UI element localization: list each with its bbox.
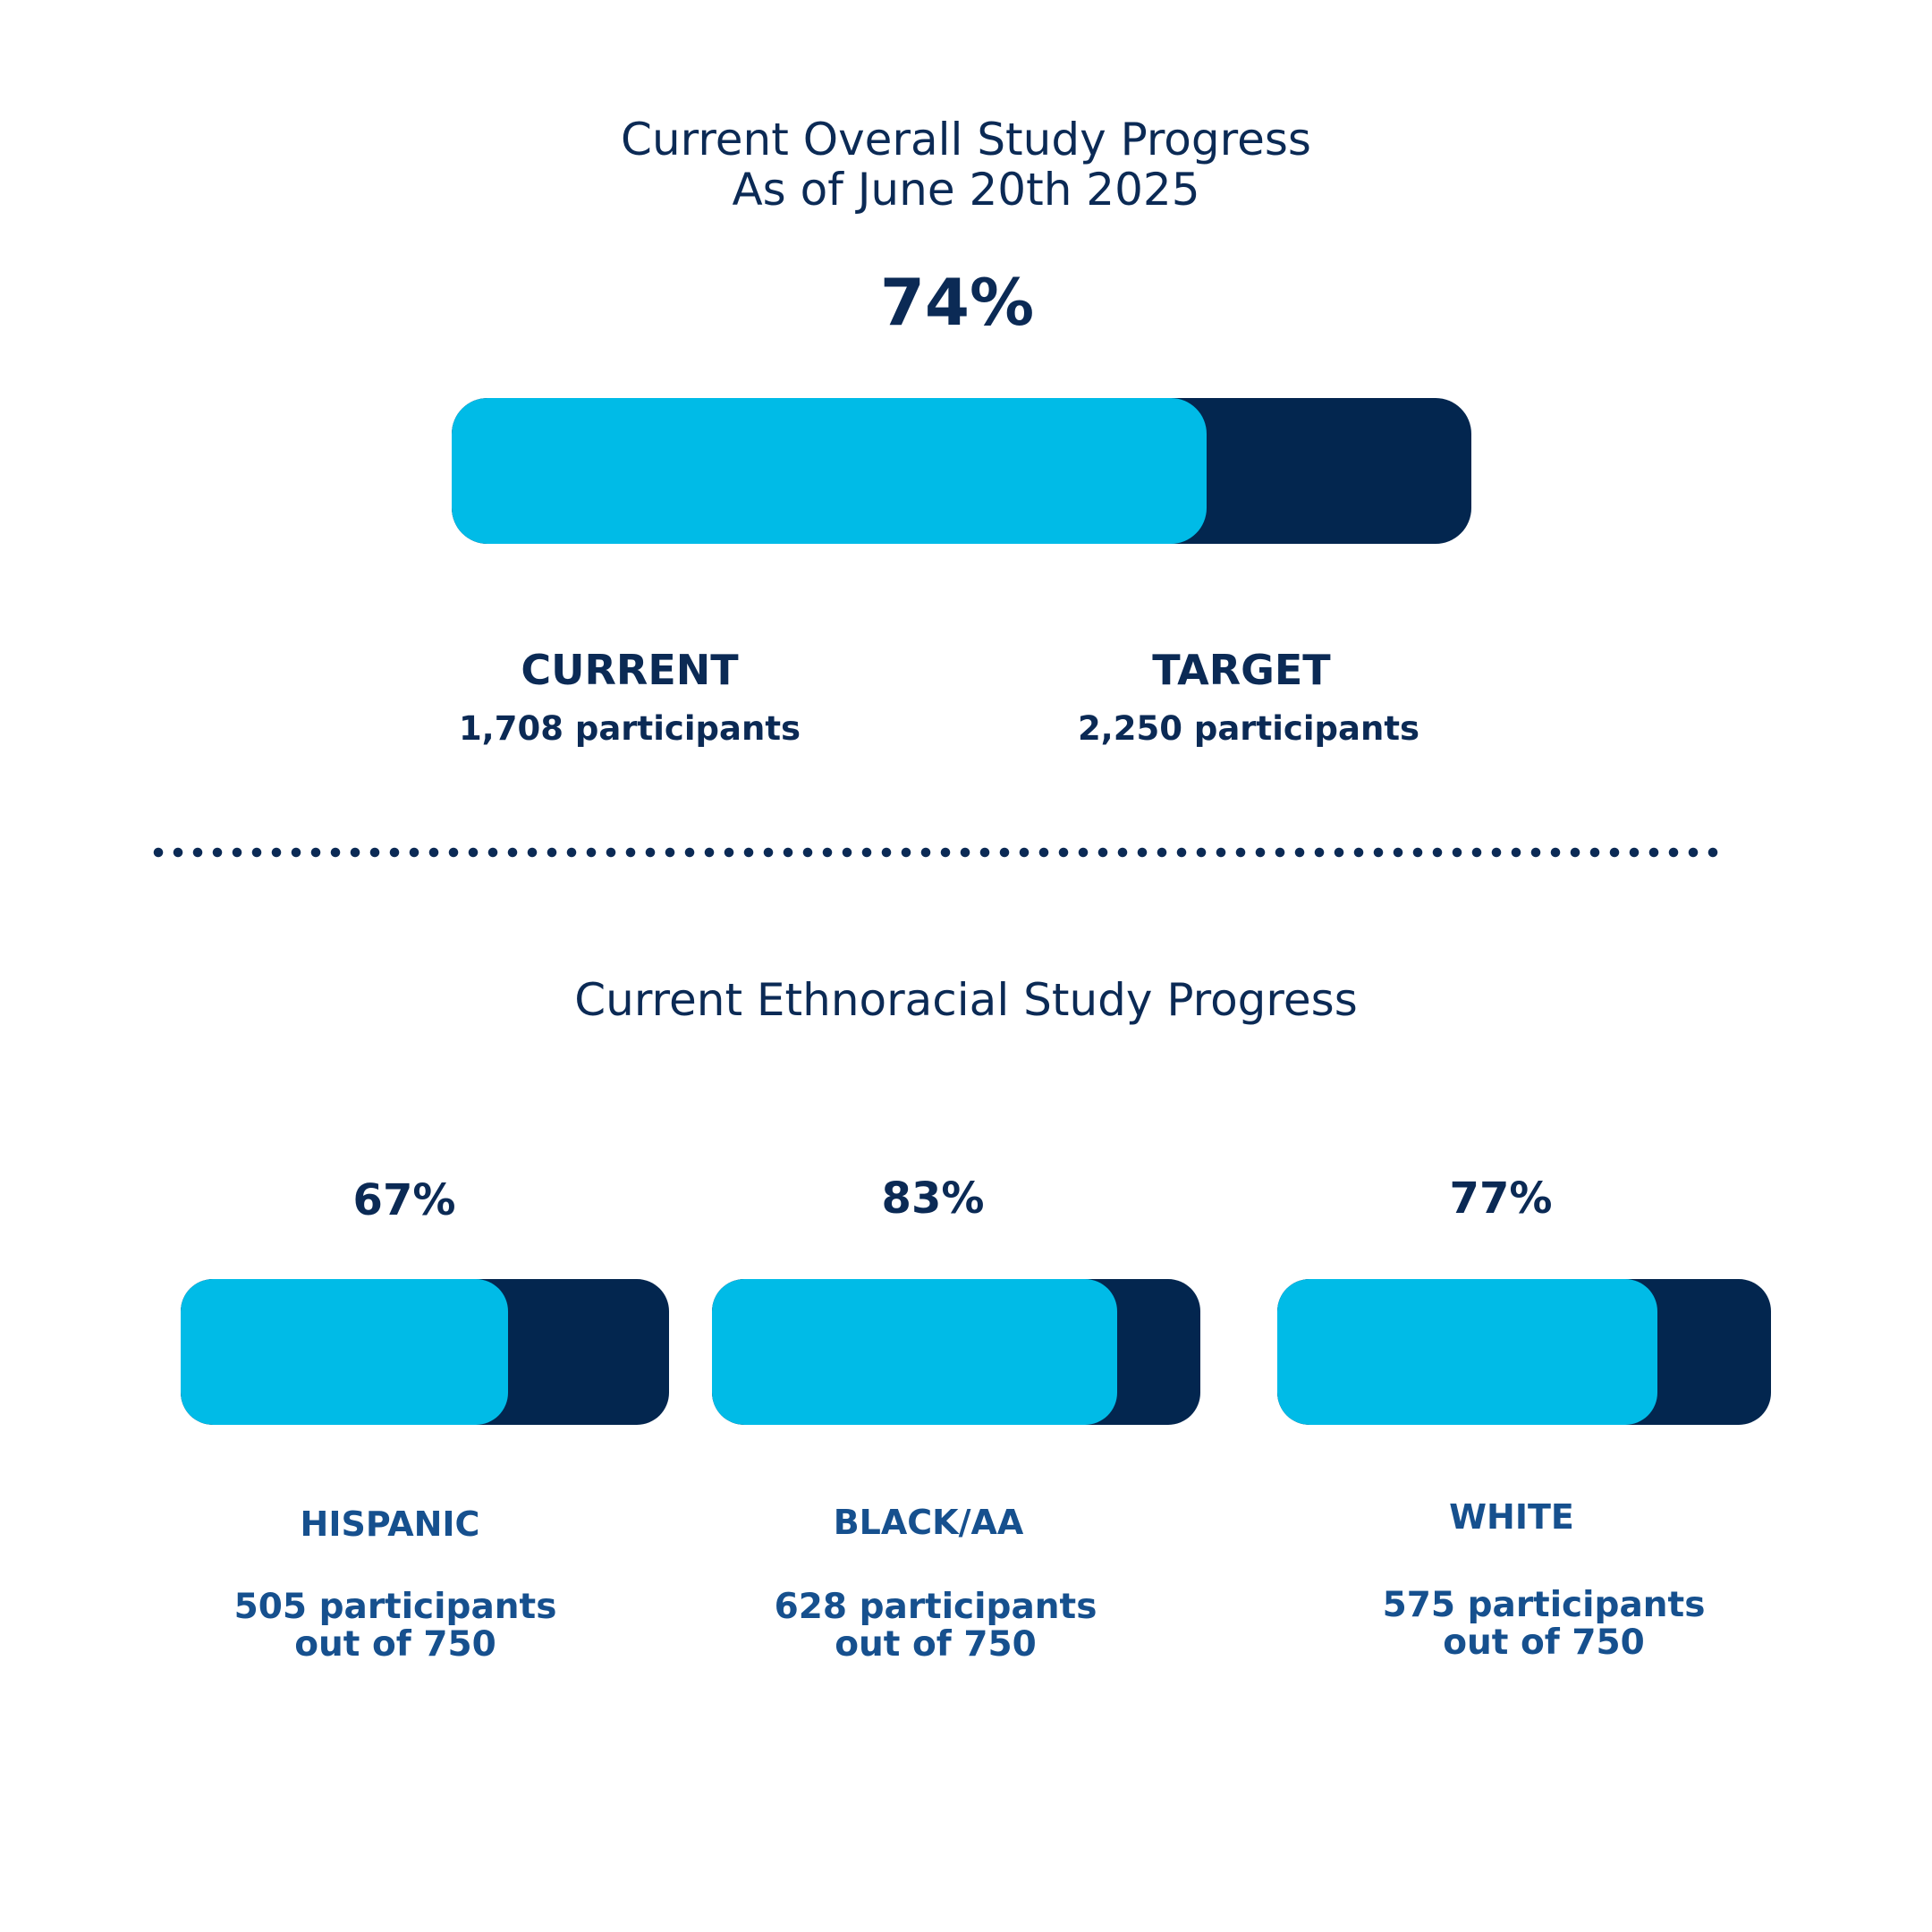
black-aa-count: 628 participants out of 750 [757,1589,1114,1664]
white-label: WHITE [1449,1497,1574,1537]
white-target-line: out of 750 [1443,1623,1645,1663]
ethnoracial-title: Current Ethnoracial Study Progress [574,974,1358,1026]
hispanic-count-line: 505 participants [233,1587,557,1627]
hispanic-target-line: out of 750 [294,1624,496,1665]
hispanic-progress-fill [181,1279,508,1425]
overall-title-line2: As of June 20th 2025 [732,164,1200,216]
dotted-divider [148,846,1723,859]
overall-title-line1: Current Overall Study Progress [621,114,1311,165]
black-aa-percent-label: 83% [881,1174,985,1224]
white-progress-bar [1277,1279,1771,1425]
target-value: 2,250 participants [1077,709,1420,748]
hispanic-label: HISPANIC [300,1504,480,1544]
current-label: CURRENT [521,646,739,694]
white-percent-label: 77% [1449,1174,1553,1224]
black-aa-target-line: out of 750 [835,1624,1037,1665]
black-aa-label: BLACK/AA [833,1503,1024,1542]
white-count: 575 participants out of 750 [1365,1587,1723,1662]
hispanic-percent-label: 67% [352,1175,456,1225]
white-progress-fill [1277,1279,1658,1425]
target-label: TARGET [1152,646,1331,694]
overall-title: Current Overall Study Progress As of Jun… [0,114,1932,215]
black-aa-progress-bar [712,1279,1200,1425]
overall-percent-label: 74% [879,265,1035,340]
overall-progress-fill [452,398,1207,544]
black-aa-progress-fill [712,1279,1118,1425]
hispanic-count: 505 participants out of 750 [216,1589,574,1664]
overall-progress-bar [452,398,1471,544]
white-count-line: 575 participants [1382,1585,1706,1625]
black-aa-count-line: 628 participants [774,1587,1097,1627]
hispanic-progress-bar [181,1279,669,1425]
current-value: 1,708 participants [458,709,801,748]
